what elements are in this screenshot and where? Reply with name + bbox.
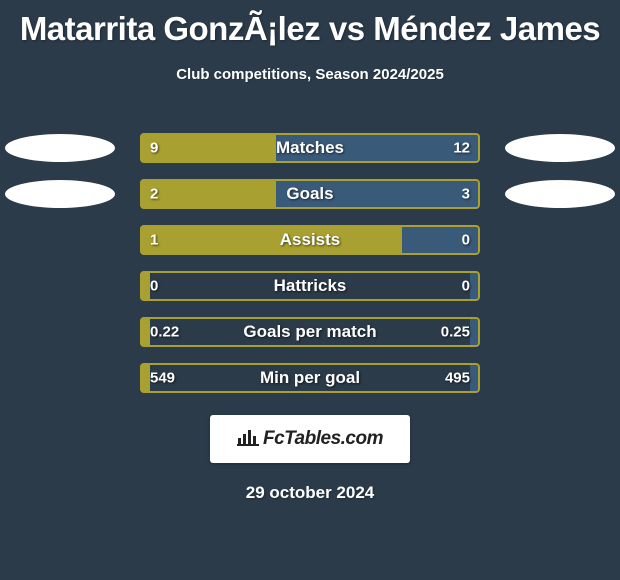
bar-right-fill <box>470 317 480 347</box>
stat-label: Goals <box>286 184 333 204</box>
stat-value-right: 3 <box>462 186 470 203</box>
bar-left-fill <box>140 225 402 255</box>
stat-value-right: 12 <box>453 140 470 157</box>
stat-label: Hattricks <box>274 276 347 296</box>
stat-value-left: 1 <box>150 232 158 249</box>
chart-bars-icon <box>237 428 259 451</box>
stat-label: Matches <box>276 138 344 158</box>
stat-value-left: 2 <box>150 186 158 203</box>
stat-value-left: 0.22 <box>150 324 179 341</box>
stat-row: 2 Goals 3 <box>0 171 620 217</box>
stat-label: Goals per match <box>243 322 376 342</box>
page-title: Matarrita GonzÃ¡lez vs Méndez James <box>20 10 600 48</box>
stat-value-right: 0 <box>462 278 470 295</box>
stat-bar: 0.22 Goals per match 0.25 <box>140 317 480 347</box>
player-left-ellipse <box>5 180 115 208</box>
bar-left-fill <box>140 133 276 163</box>
logo-box: FcTables.com <box>210 415 410 463</box>
stat-value-left: 9 <box>150 140 158 157</box>
stat-label: Assists <box>280 230 340 250</box>
stat-row: 0.22 Goals per match 0.25 <box>0 309 620 355</box>
player-right-ellipse <box>505 180 615 208</box>
bar-left-fill <box>140 271 150 301</box>
stat-value-right: 0 <box>462 232 470 249</box>
stat-value-left: 0 <box>150 278 158 295</box>
stat-row: 1 Assists 0 <box>0 217 620 263</box>
chart-area: 9 Matches 12 2 Goals 3 1 <box>0 125 620 503</box>
stat-label: Min per goal <box>260 368 360 388</box>
stat-value-left: 549 <box>150 370 175 387</box>
bar-left-fill <box>140 317 150 347</box>
stat-bar: 2 Goals 3 <box>140 179 480 209</box>
bar-left-fill <box>140 363 150 393</box>
stat-bar: 549 Min per goal 495 <box>140 363 480 393</box>
stat-row: 9 Matches 12 <box>0 125 620 171</box>
player-right-ellipse <box>505 134 615 162</box>
logo-text: FcTables.com <box>263 428 383 450</box>
stat-bar: 0 Hattricks 0 <box>140 271 480 301</box>
stat-value-right: 0.25 <box>441 324 470 341</box>
stat-row: 549 Min per goal 495 <box>0 355 620 401</box>
stat-row: 0 Hattricks 0 <box>0 263 620 309</box>
stat-bar: 1 Assists 0 <box>140 225 480 255</box>
date-text: 29 october 2024 <box>246 483 375 503</box>
comparison-infographic: Matarrita GonzÃ¡lez vs Méndez James Club… <box>0 0 620 580</box>
stat-value-right: 495 <box>445 370 470 387</box>
bar-right-fill <box>470 363 480 393</box>
stat-bar: 9 Matches 12 <box>140 133 480 163</box>
bar-left-fill <box>140 179 276 209</box>
subtitle: Club competitions, Season 2024/2025 <box>176 66 444 83</box>
player-left-ellipse <box>5 134 115 162</box>
bar-right-fill <box>470 271 480 301</box>
